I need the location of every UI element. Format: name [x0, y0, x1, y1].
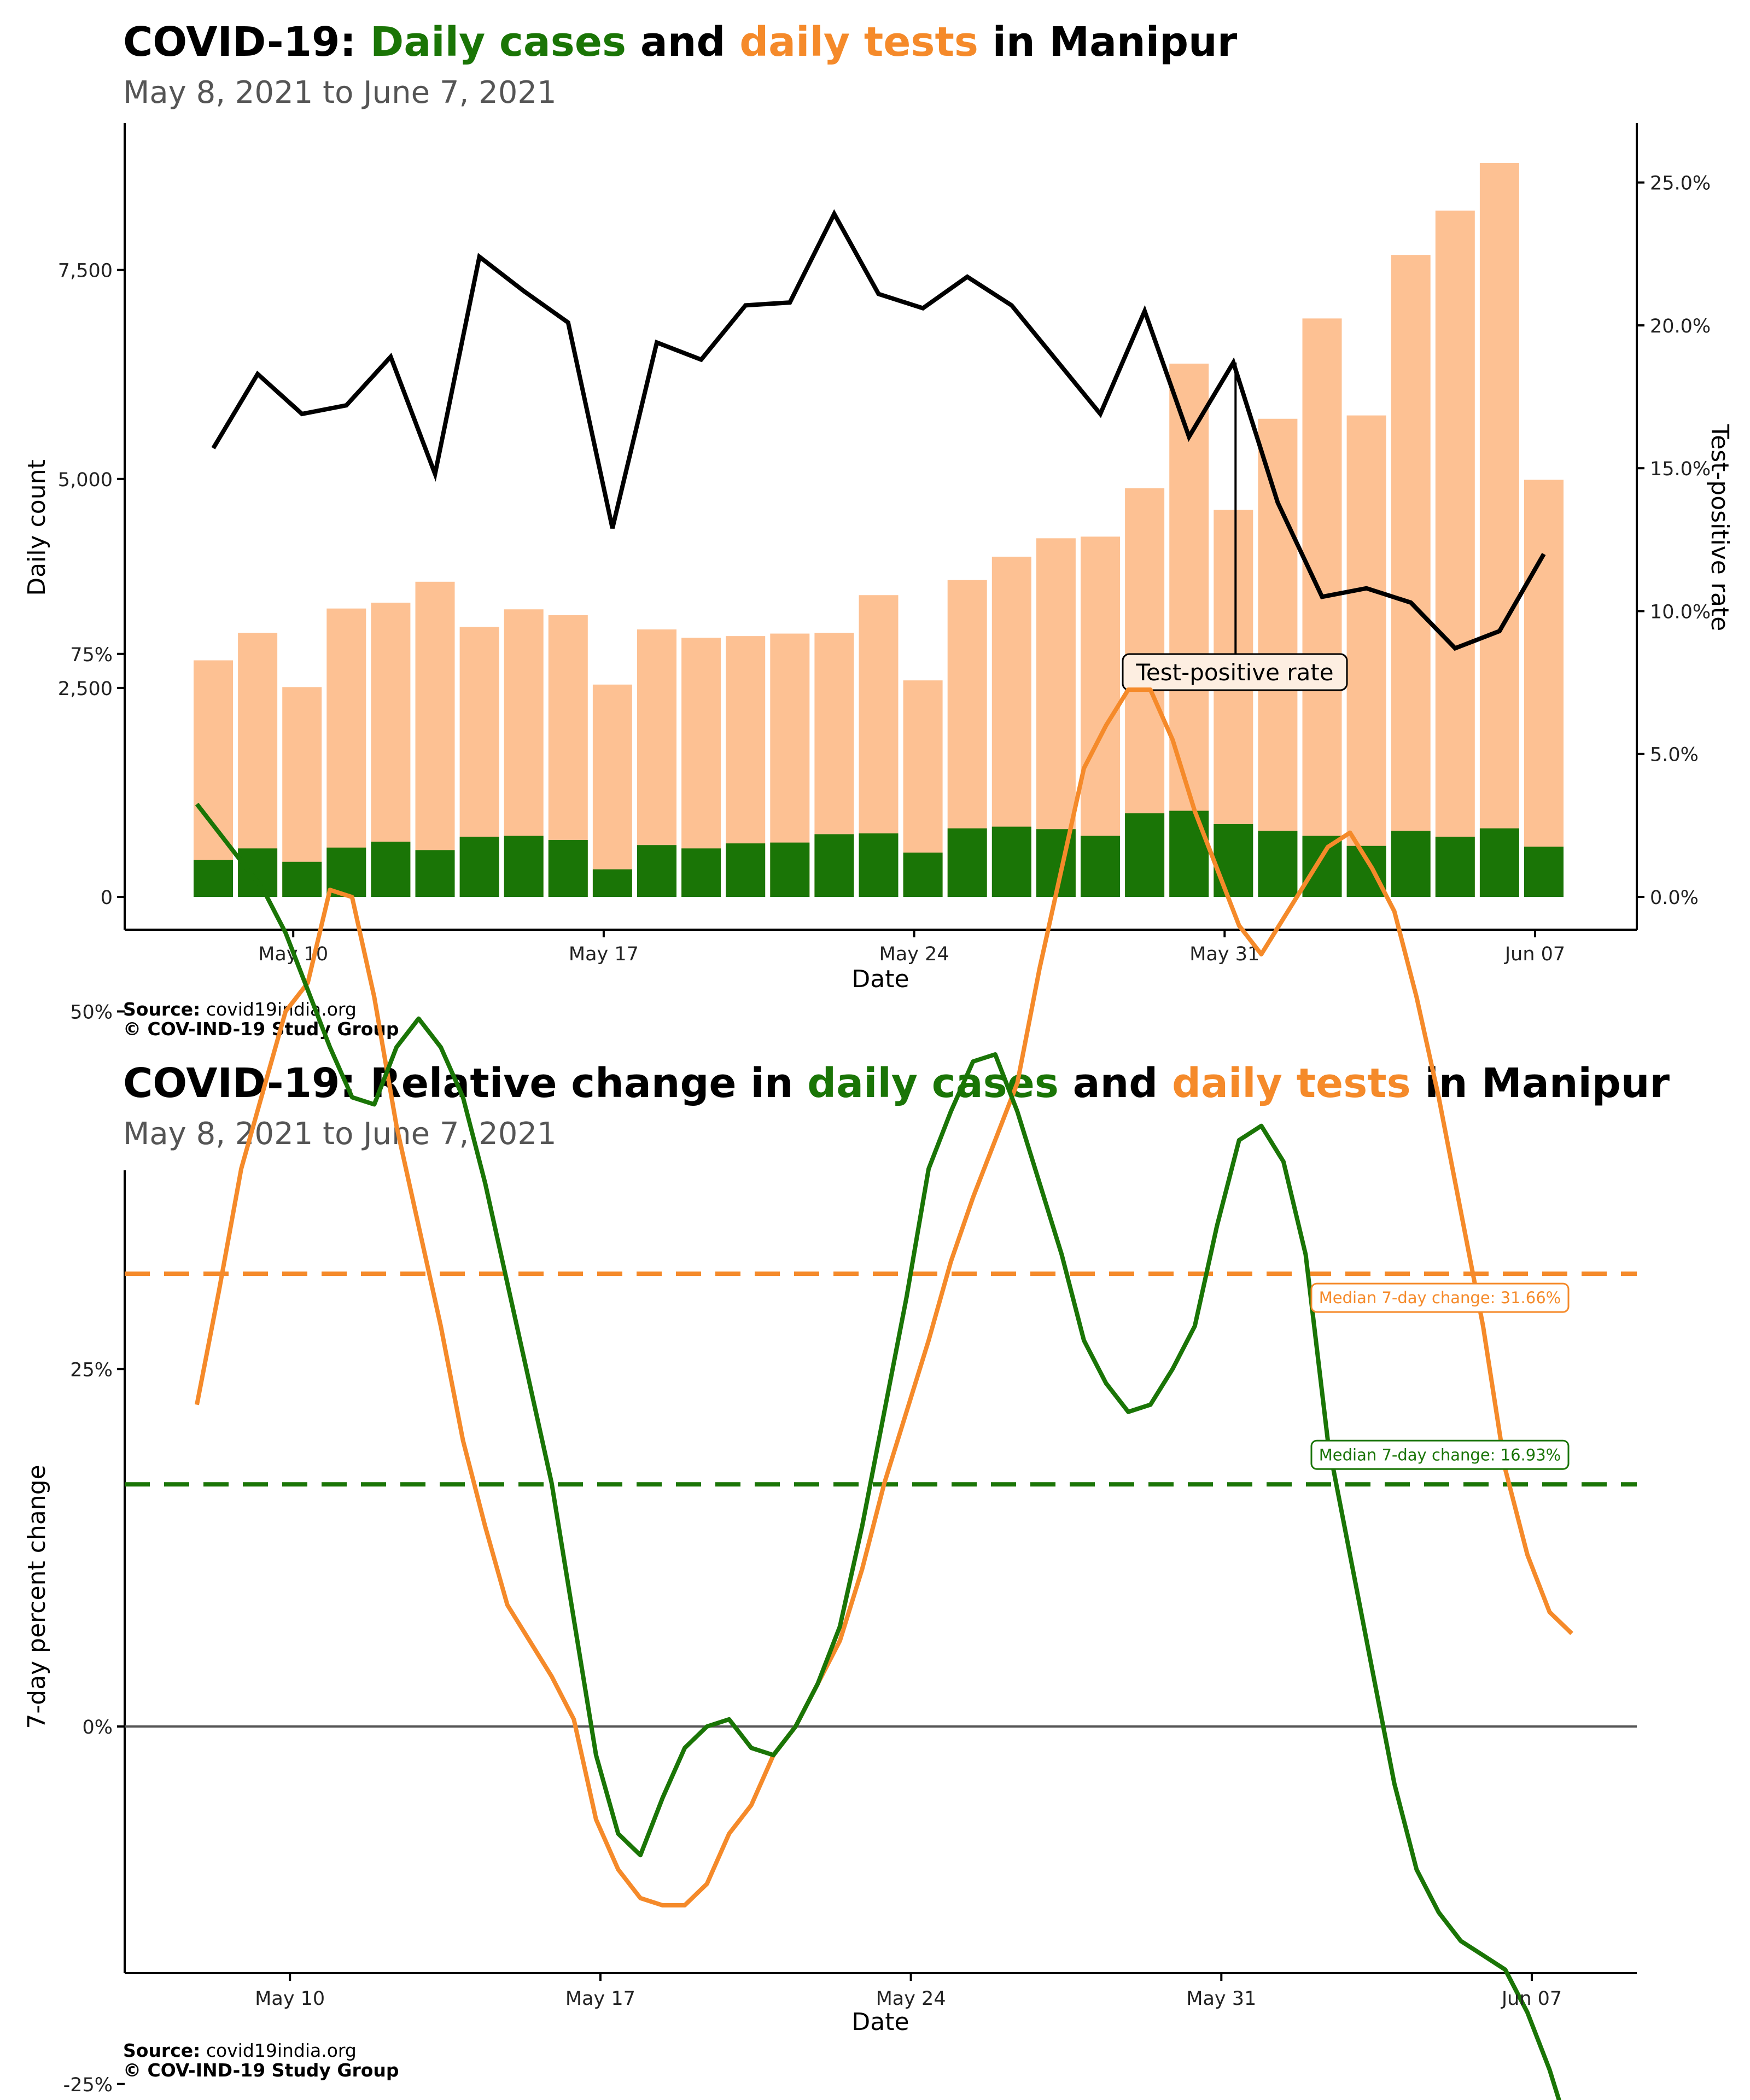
chart1-y2tick-label: 15.0% — [1650, 458, 1711, 480]
cases-bar — [859, 833, 899, 897]
chart1-source-text: covid19india.org — [200, 999, 357, 1020]
chart2-ytick-label: 0% — [82, 1717, 113, 1739]
cases-bar — [194, 860, 233, 897]
chart1-y2tick-label: 20.0% — [1650, 316, 1711, 337]
chart1-xtick-label: May 17 — [569, 943, 639, 965]
chart2-ytick-label: 50% — [70, 1002, 113, 1024]
chart1-y-axis-label: Daily count — [23, 459, 51, 596]
tpr-annotation-label: Test-positive rate — [1135, 659, 1333, 686]
median-label-box — [1310, 1439, 1570, 1470]
tests-bar — [1169, 363, 1209, 897]
tests-bar — [1302, 318, 1342, 897]
cases-bar — [238, 848, 278, 897]
chart1-xtick-label: Jun 07 — [1504, 943, 1565, 965]
tpr-line — [211, 209, 1546, 651]
cases-bar — [1125, 813, 1165, 897]
chart1-y2-axis-label: Test-positive rate — [1706, 424, 1734, 631]
chart1-ytick-label: 7,500 — [58, 260, 113, 282]
cases-bar — [1391, 831, 1431, 897]
median-label: Median 7-day change: 16.93% — [1319, 1445, 1561, 1464]
cases-bar — [1214, 824, 1253, 897]
cases-bar — [1302, 836, 1342, 897]
tpr-annotation-box — [1122, 653, 1348, 691]
chart1-title-tests: daily tests — [739, 19, 978, 66]
chart2-xtick-label: Jun 07 — [1501, 1988, 1562, 2010]
chart1-y2tick-label: 5.0% — [1650, 744, 1699, 766]
tests-bar — [1524, 480, 1564, 897]
chart2-source-label: Source: — [123, 2040, 201, 2061]
cases-bar — [1479, 828, 1519, 897]
tests-bar — [1346, 415, 1386, 897]
chart2-ytick-label: -25% — [63, 2074, 113, 2096]
median-label: Median 7-day change: 31.66% — [1319, 1288, 1561, 1307]
chart1-title-and: and — [626, 19, 740, 66]
chart2-subtitle: May 8, 2021 to June 7, 2021 — [123, 1116, 557, 1152]
chart1-title-cases: Daily cases — [370, 19, 627, 66]
median-label-box — [1310, 1282, 1570, 1313]
cases-bar — [991, 826, 1031, 897]
chart2-y-axis-label: 7-day percent change — [23, 1465, 51, 1729]
cases-bar — [504, 836, 544, 897]
chart2-copyright: © COV-IND-19 Study Group — [123, 2059, 399, 2081]
tests-bar — [1479, 163, 1519, 897]
cases-bar — [415, 850, 455, 897]
chart1-xtick-label: May 31 — [1189, 943, 1259, 965]
cases-change-line — [195, 802, 1561, 2100]
cases-bar — [947, 828, 987, 897]
chart2-title-suffix: in Manipur — [1410, 1060, 1670, 1107]
chart2-xtick-label: May 10 — [255, 1988, 325, 2010]
chart1-ytick-label: 2,500 — [58, 678, 113, 700]
cases-bar — [903, 852, 943, 897]
cases-bar — [1524, 847, 1564, 897]
tests-change-line — [195, 687, 1573, 1908]
cases-bar — [814, 834, 854, 897]
chart1-title-prefix: COVID-19: — [123, 19, 370, 66]
chart2-title-tests: daily tests — [1172, 1060, 1411, 1107]
chart2-ytick-label: 75% — [70, 644, 113, 666]
cases-bar — [1346, 845, 1386, 897]
chart1-xtick-label: May 24 — [879, 943, 949, 965]
tests-bar — [592, 684, 632, 897]
chart1-title: COVID-19: Daily cases and daily tests in… — [123, 22, 1237, 62]
chart1-ytick-label: 5,000 — [58, 469, 113, 491]
chart1-y2tick-label: 0.0% — [1650, 887, 1699, 909]
cases-bar — [770, 842, 810, 897]
chart2-title-and: and — [1058, 1060, 1172, 1107]
chart1-x-axis-label: Date — [851, 965, 909, 993]
cases-bar — [371, 842, 411, 897]
chart1-source-label: Source: — [123, 999, 201, 1020]
chart1-source: Source: covid19india.org © COV-IND-19 St… — [123, 1000, 399, 1039]
chart1-y2tick-label: 10.0% — [1650, 601, 1711, 623]
chart2-source: Source: covid19india.org © COV-IND-19 St… — [123, 2041, 399, 2080]
chart1-y2tick-label: 25.0% — [1650, 173, 1711, 195]
tests-bar — [1391, 255, 1431, 897]
chart2-xtick-label: May 31 — [1186, 1988, 1256, 2010]
cases-bar — [726, 843, 766, 897]
chart1-subtitle: May 8, 2021 to June 7, 2021 — [123, 75, 557, 110]
cases-bar — [282, 861, 322, 897]
cases-bar — [1435, 836, 1475, 897]
chart2-ytick-label: 25% — [70, 1359, 113, 1381]
cases-bar — [592, 869, 632, 897]
chart2-xtick-label: May 24 — [876, 1988, 946, 2010]
tests-bar — [194, 660, 233, 897]
chart2-x-axis-label: Date — [851, 2008, 909, 2036]
chart2-source-text: covid19india.org — [200, 2040, 357, 2061]
cases-bar — [459, 836, 499, 897]
cases-bar — [1258, 831, 1298, 897]
chart2-xtick-label: May 17 — [565, 1988, 635, 2010]
chart1-copyright: © COV-IND-19 Study Group — [123, 1018, 399, 1040]
cases-bar — [681, 848, 721, 897]
cases-bar — [1081, 836, 1120, 897]
tests-bar — [415, 581, 455, 897]
tests-bar — [1435, 211, 1475, 897]
chart1-title-suffix: in Manipur — [978, 19, 1238, 66]
cases-bar — [548, 840, 588, 897]
chart1-ytick-label: 0 — [101, 887, 113, 909]
cases-bar — [637, 845, 676, 897]
